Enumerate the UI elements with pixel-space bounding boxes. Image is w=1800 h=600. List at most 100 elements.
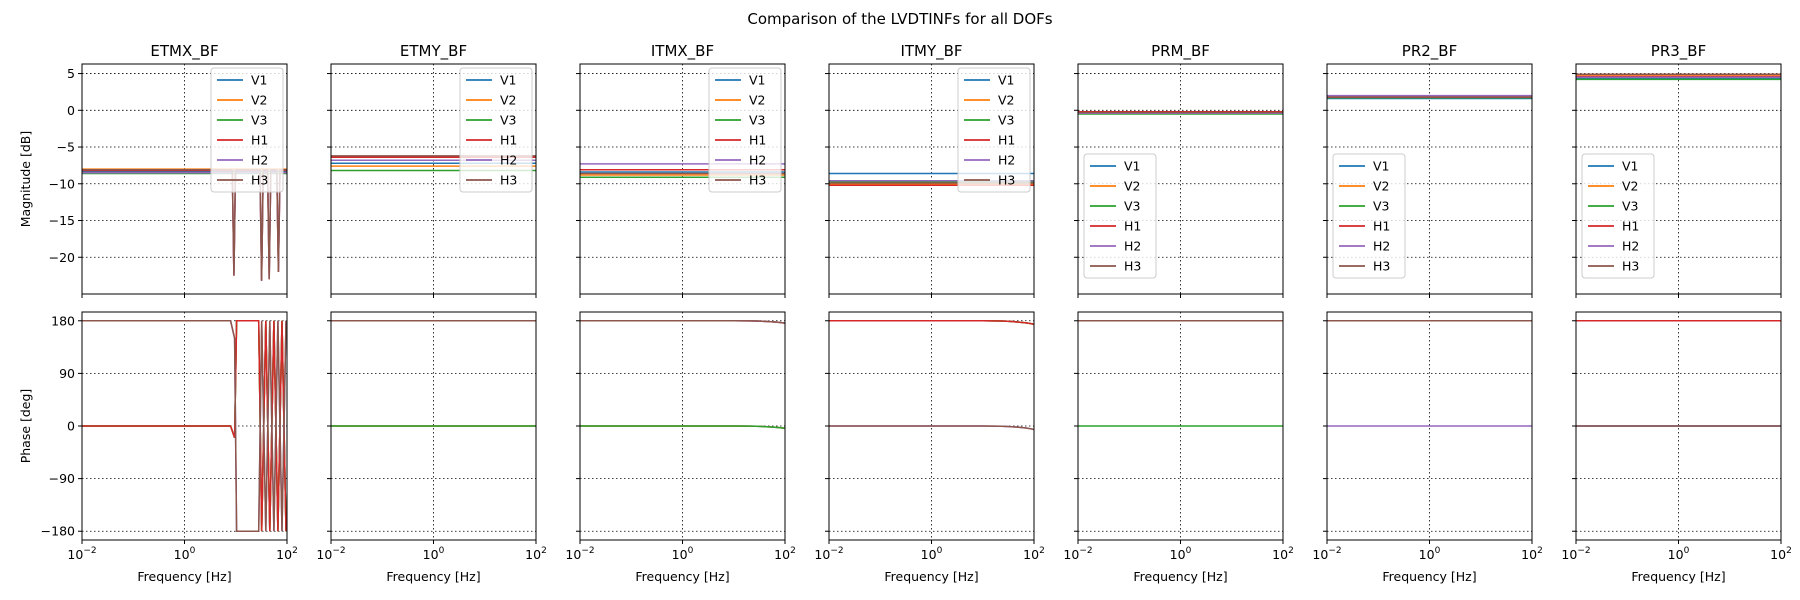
legend-label-v2: V2	[500, 93, 517, 108]
panel-pr3-bf: PR3_BF V1 V2 V3 H1 H2 H3 10−2 100 102 Frequency [H…	[1561, 42, 1791, 584]
legend-label-h3: H3	[1373, 259, 1390, 274]
legend: V1 V2 V3 H1 H2 H3	[957, 67, 1031, 193]
series-line-h3	[829, 425, 1034, 431]
x-axis-label: Frequency [Hz]	[1382, 569, 1476, 584]
legend-box	[1581, 153, 1655, 279]
series-group	[1327, 320, 1532, 427]
series-line-h3	[82, 320, 287, 532]
y-axis-label: Magnitude [dB]	[18, 131, 33, 227]
legend-label-h1: H1	[749, 133, 766, 148]
legend-box	[1332, 153, 1406, 279]
series-group	[82, 320, 287, 532]
magnitude-axes: V1 V2 V3 H1 H2 H3	[1572, 63, 1782, 298]
y-tick-label: 180	[51, 313, 75, 328]
y-tick-label: 0	[67, 419, 75, 434]
legend-label-v2: V2	[251, 93, 268, 108]
x-axis-label: Frequency [Hz]	[884, 569, 978, 584]
legend-label-h1: H1	[251, 133, 268, 148]
magnitude-axes: V1 V2 V3 H1 H2 H3	[1323, 63, 1533, 298]
legend-label-v1: V1	[1124, 159, 1141, 174]
legend-box	[1083, 153, 1157, 279]
x-axis-label: Frequency [Hz]	[386, 569, 480, 584]
x-tick-label: 100	[1419, 546, 1441, 562]
x-axis-label: Frequency [Hz]	[1133, 569, 1227, 584]
legend-label-h2: H2	[1373, 239, 1390, 254]
panel-title: ITMY_BF	[900, 42, 962, 61]
x-tick-label: 100	[423, 546, 445, 562]
phase-axes: 10−2 100 102 Frequency [Hz]	[565, 311, 796, 584]
legend-label-h1: H1	[1622, 219, 1639, 234]
legend-label-h3: H3	[749, 173, 766, 188]
y-tick-label: −90	[49, 471, 75, 486]
y-tick-label: −20	[49, 250, 75, 265]
x-tick-label: 100	[921, 546, 943, 562]
legend-label-v3: V3	[1124, 199, 1141, 214]
legend-label-v1: V1	[251, 73, 268, 88]
x-tick-label: 102	[525, 546, 547, 562]
legend: V1 V2 V3 H1 H2 H3	[1083, 153, 1157, 279]
x-tick-label: 10−2	[67, 546, 96, 562]
series-group	[1327, 94, 1532, 100]
legend-label-h2: H2	[251, 153, 268, 168]
panel-title: PR2_BF	[1402, 42, 1457, 61]
legend: V1 V2 V3 H1 H2 H3	[1581, 153, 1655, 279]
legend-label-v2: V2	[1373, 179, 1390, 194]
x-tick-label: 10−2	[316, 546, 345, 562]
x-tick-label: 10−2	[565, 546, 594, 562]
legend-box	[708, 67, 782, 193]
x-tick-label: 102	[276, 546, 298, 562]
magnitude-axes: 5 0 −5 −10 −15 −20 Magnitude [dB] V1 V2 V3 H1 H2 H3	[18, 63, 288, 298]
series-group	[1078, 111, 1283, 115]
legend-label-v2: V2	[1622, 179, 1639, 194]
legend-label-h2: H2	[1124, 239, 1141, 254]
legend-label-v2: V2	[749, 93, 766, 108]
series-group	[1078, 320, 1283, 427]
x-tick-label: 102	[1272, 546, 1294, 562]
legend: V1 V2 V3 H1 H2 H3	[459, 67, 533, 193]
phase-axes: 180 90 0 −90 −180 10−2 100 102 Phase [deg] Freque…	[18, 311, 298, 584]
phase-axes: 10−2 100 102 Frequency [Hz]	[316, 311, 547, 584]
panel-pr2-bf: PR2_BF V1 V2 V3 H1 H2 H3 10−2 100 102 Frequency [H…	[1312, 42, 1542, 584]
x-tick-label: 100	[1170, 546, 1192, 562]
x-tick-label: 102	[1023, 546, 1045, 562]
legend-label-v2: V2	[1124, 179, 1141, 194]
x-tick-label: 102	[1521, 546, 1543, 562]
legend-label-v3: V3	[1622, 199, 1639, 214]
magnitude-axes: V1 V2 V3 H1 H2 H3	[825, 63, 1035, 298]
legend-label-v3: V3	[251, 113, 268, 128]
x-tick-label: 10−2	[814, 546, 843, 562]
legend: V1 V2 V3 H1 H2 H3	[1332, 153, 1406, 279]
legend-box	[957, 67, 1031, 193]
y-tick-label: −15	[49, 213, 75, 228]
legend-label-h1: H1	[1124, 219, 1141, 234]
panel-title: ETMX_BF	[150, 42, 218, 61]
panel-title: ETMY_BF	[400, 42, 467, 61]
panel-etmy-bf: ETMY_BF V1 V2 V3 H1 H2 H3 10−2 100 102 Frequency […	[316, 42, 546, 584]
series-line-v3	[580, 425, 785, 430]
y-tick-label: 90	[59, 366, 75, 381]
legend: V1 V2 V3 H1 H2 H3	[210, 67, 284, 193]
x-axis-label: Frequency [Hz]	[1631, 569, 1725, 584]
legend-box	[459, 67, 533, 193]
x-axis-label: Frequency [Hz]	[137, 569, 231, 584]
magnitude-axes: V1 V2 V3 H1 H2 H3	[1074, 63, 1284, 298]
series-group	[1576, 320, 1781, 427]
series-line-h3	[580, 320, 785, 324]
phase-axes: 10−2 100 102 Frequency [Hz]	[1312, 311, 1543, 584]
legend-box	[210, 67, 284, 193]
phase-axes: 10−2 100 102 Frequency [Hz]	[814, 311, 1045, 584]
y-tick-label: −180	[41, 524, 75, 539]
y-tick-label: −5	[57, 140, 75, 155]
x-tick-label: 102	[774, 546, 796, 562]
y-tick-label: 0	[67, 103, 75, 118]
legend-label-h3: H3	[998, 173, 1015, 188]
magnitude-axes: V1 V2 V3 H1 H2 H3	[576, 63, 786, 298]
legend-label-v1: V1	[749, 73, 766, 88]
panel-itmy-bf: ITMY_BF V1 V2 V3 H1 H2 H3 10−2 100 102 Frequency […	[814, 42, 1044, 584]
legend-label-h3: H3	[500, 173, 517, 188]
series-group	[580, 320, 785, 430]
x-tick-label: 102	[1770, 546, 1792, 562]
x-tick-label: 10−2	[1312, 546, 1341, 562]
x-tick-label: 10−2	[1561, 546, 1590, 562]
series-group	[829, 320, 1034, 431]
